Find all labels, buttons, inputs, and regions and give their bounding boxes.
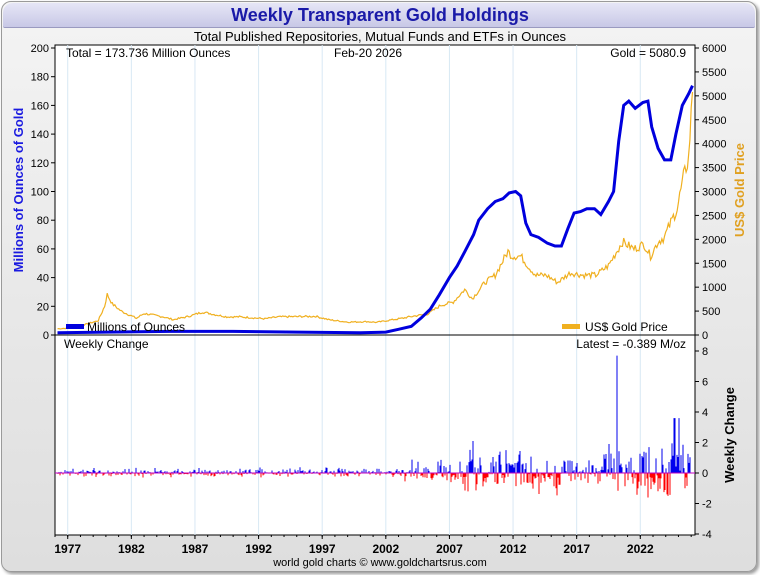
left-tick-label: 120: [31, 158, 49, 170]
x-axis-ticks: 1977 1982 1987 1992 1997 2002 2007 2012 2017 2022: [54, 535, 692, 556]
right-tick-label: 0: [702, 330, 708, 342]
x-tick-label: 1977: [54, 542, 81, 556]
right-tick-label: 3500: [702, 163, 726, 175]
right-tick-label: 4000: [702, 139, 726, 151]
title-bar: [3, 3, 755, 28]
weekly-change-bars: [55, 355, 691, 498]
left-tick-label: 0: [43, 330, 49, 342]
left-tick-label: 180: [31, 72, 49, 84]
weekly-tick-label: 8: [702, 346, 708, 358]
right-tick-label: 5000: [702, 91, 726, 103]
weekly-tick-label: 0: [702, 468, 708, 480]
left-tick-label: 100: [31, 187, 49, 199]
right-tick-label: 6000: [702, 43, 726, 55]
x-tick-label: 1992: [245, 542, 272, 556]
weekly-change-annotation: Weekly Change: [64, 337, 149, 351]
latest-annotation: Latest = -0.389 M/oz: [576, 337, 686, 351]
chart-subtitle: Total Published Repositories, Mutual Fun…: [193, 29, 567, 44]
footer-credit: world gold charts © www.goldchartsrus.co…: [273, 557, 487, 569]
right-tick-label: 2500: [702, 210, 726, 222]
weekly-change-axis-title: Weekly Change: [722, 387, 737, 483]
weekly-tick-label: 6: [702, 377, 708, 389]
plot-area: [54, 44, 696, 536]
holdings-line: [57, 85, 694, 335]
right-tick-label: 4500: [702, 115, 726, 127]
grid-lines: [67, 45, 641, 535]
right-axis-title: US$ Gold Price: [732, 143, 747, 237]
left-tick-label: 40: [37, 273, 49, 285]
x-tick-label: 2007: [436, 542, 463, 556]
x-tick-label: 2002: [372, 542, 399, 556]
left-tick-label: 200: [31, 43, 49, 55]
left-tick-label: 80: [37, 215, 49, 227]
chart-title: Weekly Transparent Gold Holdings: [231, 5, 529, 25]
weekly-tick-label: 4: [702, 407, 708, 419]
left-tick-label: 160: [31, 100, 49, 112]
right-tick-label: 500: [702, 306, 720, 318]
weekly-tick-label: 2: [702, 438, 708, 450]
gold-price-line: [57, 91, 694, 330]
x-tick-label: 2022: [627, 542, 654, 556]
holdings-legend-label: Millions of Ounces: [87, 320, 185, 334]
left-tick-label: 140: [31, 129, 49, 141]
right-tick-label: 5500: [702, 67, 726, 79]
total-annotation: Total = 173.736 Million Ounces: [66, 46, 230, 60]
gold-annotation: Gold = 5080.9: [610, 46, 686, 60]
right-tick-label: 2000: [702, 234, 726, 246]
x-tick-label: 1982: [118, 542, 145, 556]
gold-legend-swatch: [562, 324, 580, 329]
x-tick-label: 2012: [500, 542, 527, 556]
right-tick-label: 1000: [702, 282, 726, 294]
x-tick-label: 1987: [182, 542, 209, 556]
weekly-tick-label: -2: [702, 499, 712, 511]
left-axis-title: Millions of Ounces of Gold: [11, 108, 26, 273]
date-annotation: Feb-20 2026: [334, 46, 402, 60]
right-axis-ticks: 0 500 1000 1500 2000 2500 3000 3500 4000 4500 5000…: [695, 43, 726, 342]
left-tick-label: 20: [37, 301, 49, 313]
gold-legend-label: US$ Gold Price: [585, 320, 668, 334]
weekly-tick-label: -4: [702, 529, 712, 541]
right-tick-label: 3000: [702, 187, 726, 199]
x-tick-label: 1997: [309, 542, 336, 556]
left-axis-ticks: 0 20 40 60 80 100 120 140 160 180 200: [31, 43, 55, 342]
x-tick-label: 2017: [563, 542, 590, 556]
right-tick-label: 1500: [702, 258, 726, 270]
left-tick-label: 60: [37, 244, 49, 256]
holdings-legend-swatch: [66, 324, 84, 329]
weekly-change-axis-ticks: -4 -2 0 2 4 6 8: [695, 346, 712, 541]
